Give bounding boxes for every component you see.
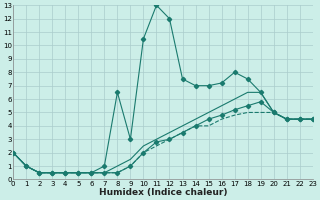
X-axis label: Humidex (Indice chaleur): Humidex (Indice chaleur) xyxy=(99,188,227,197)
